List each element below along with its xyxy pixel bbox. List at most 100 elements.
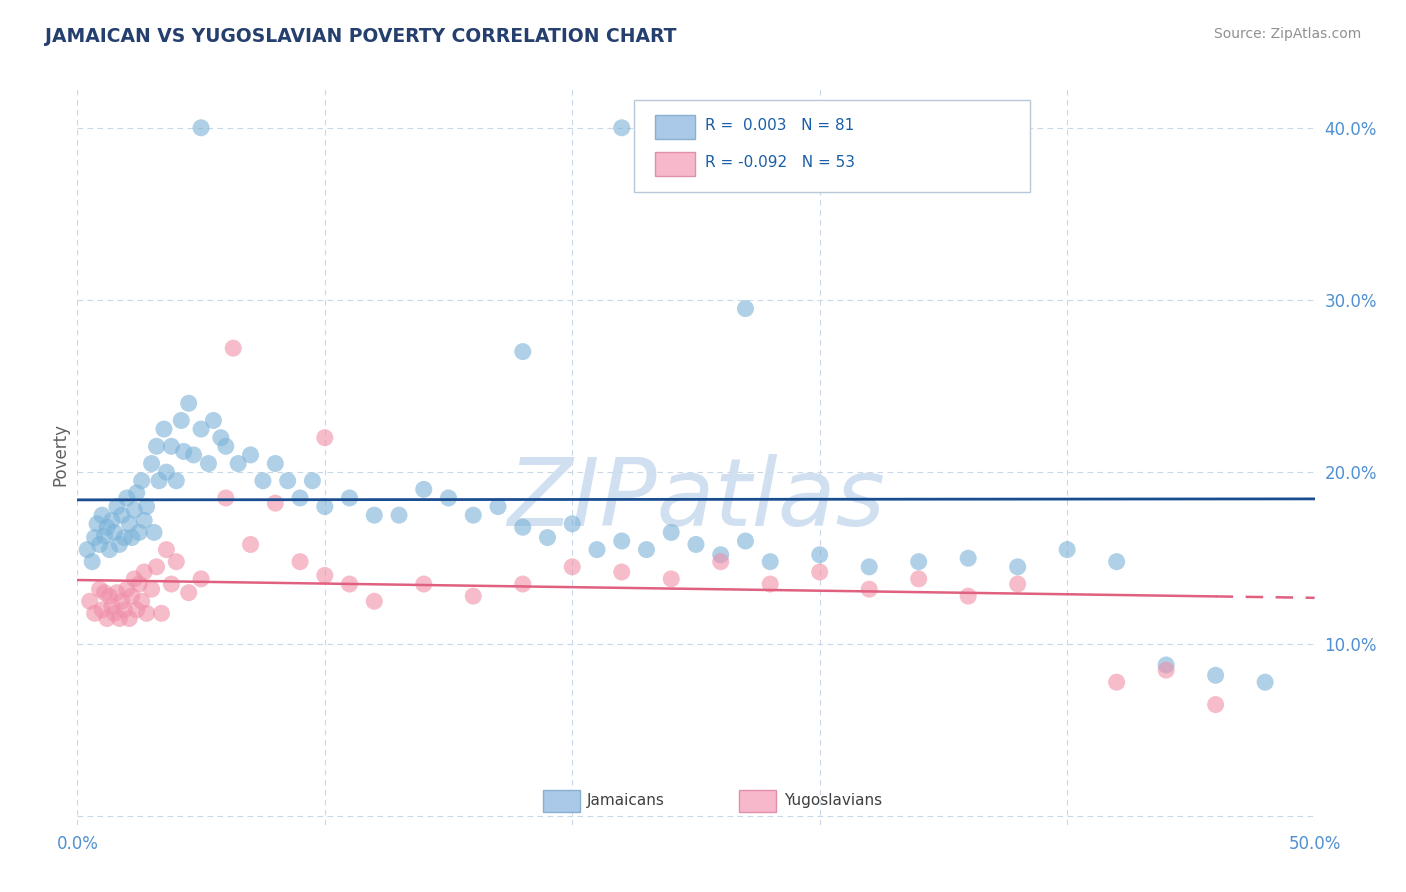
Point xyxy=(91,508,114,523)
Point xyxy=(314,568,336,582)
Point xyxy=(1105,675,1128,690)
Point xyxy=(122,572,145,586)
FancyBboxPatch shape xyxy=(740,789,776,812)
Point xyxy=(536,531,558,545)
Point xyxy=(759,555,782,569)
Point xyxy=(111,594,134,608)
Point xyxy=(141,582,163,597)
Point xyxy=(659,572,682,586)
Point xyxy=(264,457,287,471)
Y-axis label: Poverty: Poverty xyxy=(51,424,69,486)
Point xyxy=(239,537,262,551)
Point xyxy=(1056,542,1078,557)
Point xyxy=(561,516,583,531)
Point xyxy=(1105,555,1128,569)
Point xyxy=(135,607,157,621)
Text: JAMAICAN VS YUGOSLAVIAN POVERTY CORRELATION CHART: JAMAICAN VS YUGOSLAVIAN POVERTY CORRELAT… xyxy=(45,27,676,45)
Point xyxy=(135,500,157,514)
Point xyxy=(93,585,115,599)
Point xyxy=(118,516,141,531)
Text: ZIPatlas: ZIPatlas xyxy=(508,454,884,545)
Text: R =  0.003   N = 81: R = 0.003 N = 81 xyxy=(704,118,853,133)
Point xyxy=(215,491,238,505)
Point xyxy=(659,525,682,540)
Point xyxy=(339,491,361,505)
Point xyxy=(108,611,131,625)
Point xyxy=(363,508,385,523)
Point xyxy=(610,120,633,135)
Point xyxy=(89,537,111,551)
FancyBboxPatch shape xyxy=(655,153,695,176)
Point xyxy=(122,503,145,517)
Point xyxy=(121,531,143,545)
Point xyxy=(512,344,534,359)
FancyBboxPatch shape xyxy=(634,100,1031,192)
Point xyxy=(222,341,245,355)
Point xyxy=(103,607,125,621)
Point xyxy=(79,594,101,608)
Point xyxy=(561,559,583,574)
Point xyxy=(160,577,183,591)
Point xyxy=(96,611,118,625)
Point xyxy=(86,516,108,531)
Text: Source: ZipAtlas.com: Source: ZipAtlas.com xyxy=(1213,27,1361,41)
Point xyxy=(463,508,485,523)
Point xyxy=(202,413,225,427)
Point xyxy=(710,555,733,569)
FancyBboxPatch shape xyxy=(655,115,695,139)
Point xyxy=(165,555,187,569)
Point xyxy=(177,585,200,599)
Point xyxy=(170,413,193,427)
Point xyxy=(215,439,238,453)
Point xyxy=(131,474,153,488)
Point xyxy=(131,594,153,608)
Point xyxy=(103,525,125,540)
Point xyxy=(486,500,509,514)
Point xyxy=(734,301,756,316)
Point xyxy=(463,589,485,603)
Point xyxy=(121,589,143,603)
Point xyxy=(118,611,141,625)
Point xyxy=(412,483,434,497)
Point xyxy=(165,474,187,488)
Point xyxy=(759,577,782,591)
Point xyxy=(858,582,880,597)
Point xyxy=(101,599,124,614)
Point xyxy=(143,525,166,540)
Point xyxy=(183,448,205,462)
Point xyxy=(685,537,707,551)
Point xyxy=(190,572,212,586)
Point xyxy=(1205,698,1227,712)
Point xyxy=(512,520,534,534)
Text: Yugoslavians: Yugoslavians xyxy=(783,793,882,808)
Point xyxy=(197,457,219,471)
Point xyxy=(141,457,163,471)
Point xyxy=(112,531,135,545)
Point xyxy=(252,474,274,488)
Point xyxy=(1205,668,1227,682)
Point xyxy=(808,565,831,579)
Point xyxy=(105,585,128,599)
Point xyxy=(957,551,980,566)
Point xyxy=(610,565,633,579)
Point xyxy=(134,565,156,579)
Point xyxy=(301,474,323,488)
Point xyxy=(115,491,138,505)
Point xyxy=(339,577,361,591)
Text: R = -0.092   N = 53: R = -0.092 N = 53 xyxy=(704,155,855,170)
Point xyxy=(288,555,311,569)
Point xyxy=(412,577,434,591)
Point xyxy=(153,422,176,436)
Point xyxy=(155,542,177,557)
Point xyxy=(98,542,121,557)
Point xyxy=(190,422,212,436)
Point xyxy=(145,559,167,574)
Point xyxy=(710,548,733,562)
Point xyxy=(1154,657,1177,672)
Point xyxy=(108,537,131,551)
Point xyxy=(82,555,104,569)
Point xyxy=(636,542,658,557)
Point xyxy=(288,491,311,505)
Point xyxy=(96,520,118,534)
Point xyxy=(177,396,200,410)
